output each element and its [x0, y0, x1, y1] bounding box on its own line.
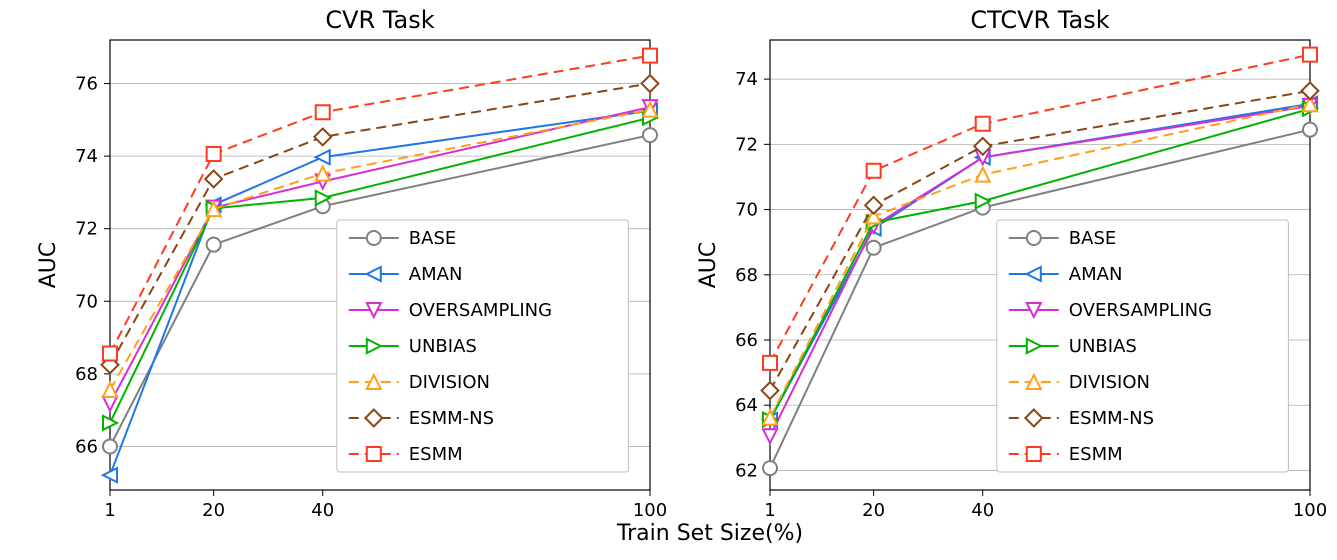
y-tick-label: 72: [75, 219, 98, 240]
panel-title: CVR Task: [325, 6, 434, 34]
y-tick-label: 70: [735, 200, 758, 221]
legend-label: BASE: [1069, 228, 1116, 249]
y-tick-label: 66: [735, 330, 758, 351]
y-tick-label: 62: [735, 460, 758, 481]
legend-label: ESMM: [409, 444, 463, 465]
y-tick-label: 72: [735, 134, 758, 155]
panel-ctcvr: 1 20 40 100 62 64 66 68 70 72 74 CTCVR Task AUC BASE A…: [696, 6, 1327, 521]
x-tick-label: 1: [104, 500, 115, 521]
legend-label: DIVISION: [1069, 372, 1150, 393]
x-tick-label: 40: [311, 500, 334, 521]
y-tick-label: 70: [75, 291, 98, 312]
legend-label: AMAN: [409, 264, 463, 285]
legend: BASE AMAN OVERSAMPLING UNBIAS DIVISION ESMM-N…: [337, 220, 629, 472]
legend-label: ESMM-NS: [1069, 408, 1154, 429]
y-tick-label: 66: [75, 436, 98, 457]
x-tick-label: 100: [633, 500, 667, 521]
legend-label: ESMM-NS: [409, 408, 494, 429]
y-tick-label: 68: [75, 364, 98, 385]
chart-svg: 1 20 40 100 66 68 70 72 74 76 CVR Task AUC BASE AMAN O…: [0, 0, 1337, 556]
x-tick-label: 40: [971, 500, 994, 521]
x-axis-label: Train Set Size(%): [616, 521, 803, 546]
x-tick-label: 100: [1293, 500, 1327, 521]
figure: 1 20 40 100 66 68 70 72 74 76 CVR Task AUC BASE AMAN O…: [0, 0, 1337, 556]
y-tick-label: 74: [75, 146, 98, 167]
x-tick-label: 20: [202, 500, 225, 521]
legend-label: UNBIAS: [1069, 336, 1137, 357]
panel-title: CTCVR Task: [970, 6, 1109, 34]
legend: BASE AMAN OVERSAMPLING UNBIAS DIVISION ESMM-N…: [997, 220, 1289, 472]
y-axis-label: AUC: [36, 242, 61, 289]
y-tick-label: 64: [735, 395, 758, 416]
x-tick-label: 20: [862, 500, 885, 521]
legend-label: ESMM: [1069, 444, 1123, 465]
y-tick-label: 68: [735, 265, 758, 286]
y-axis-label: AUC: [696, 242, 721, 289]
legend-label: OVERSAMPLING: [409, 300, 552, 321]
y-tick-label: 76: [75, 74, 98, 95]
legend-label: AMAN: [1069, 264, 1123, 285]
legend-label: BASE: [409, 228, 456, 249]
legend-label: OVERSAMPLING: [1069, 300, 1212, 321]
panel-cvr: 1 20 40 100 66 68 70 72 74 76 CVR Task AUC BASE AMAN O…: [36, 6, 667, 521]
x-tick-label: 1: [764, 500, 775, 521]
legend-label: UNBIAS: [409, 336, 477, 357]
y-tick-label: 74: [735, 69, 758, 90]
legend-label: DIVISION: [409, 372, 490, 393]
